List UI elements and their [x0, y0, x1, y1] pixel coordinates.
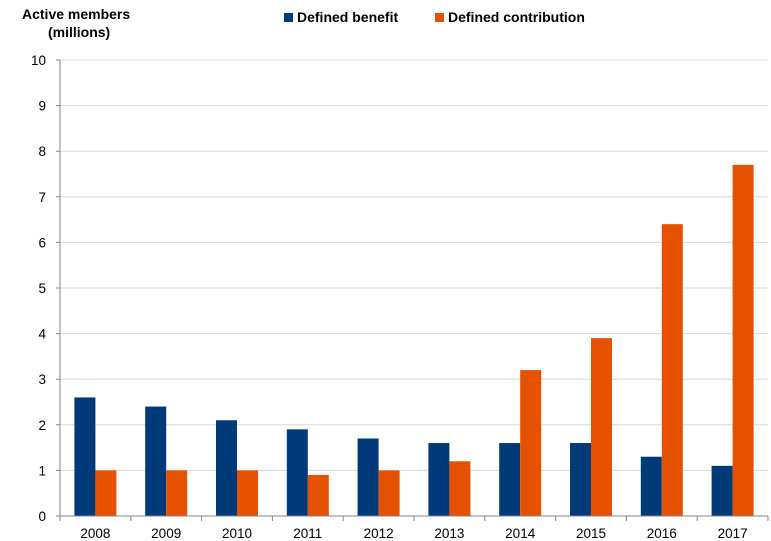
bar-defined-contribution-2015	[591, 338, 612, 516]
bar-defined-benefit-2012	[357, 438, 379, 516]
x-tick-label: 2012	[364, 526, 394, 541]
y-axis-title-line1: Active members	[22, 6, 130, 22]
y-tick-label: 8	[38, 144, 46, 159]
bar-defined-contribution-2009	[166, 470, 188, 516]
x-axis-ticks: 2008 2009 2010 2011 2012 2013 2014 2015 2016 2017	[59, 516, 769, 541]
bar-defined-benefit-2017	[711, 465, 733, 516]
bar-defined-contribution-2016	[661, 224, 683, 516]
y-tick-label: 3	[38, 372, 46, 387]
bar-defined-contribution-2008	[95, 470, 117, 516]
legend-swatch-defined-contribution	[435, 13, 444, 22]
bar-defined-benefit-2014	[499, 443, 521, 516]
x-tick-label: 2016	[647, 526, 677, 541]
y-tick-label: 7	[38, 190, 46, 205]
legend: Defined benefit Defined contribution	[284, 9, 585, 25]
bars	[74, 164, 754, 516]
bar-defined-benefit-2009	[145, 406, 167, 516]
legend-swatch-defined-benefit	[284, 13, 293, 22]
bar-defined-benefit-2010	[216, 420, 237, 516]
legend-label-defined-benefit: Defined benefit	[297, 9, 398, 25]
y-tick-label: 2	[38, 418, 46, 433]
y-axis-title-line2: (millions)	[48, 24, 110, 40]
x-tick-label: 2017	[718, 526, 748, 541]
x-tick-label: 2011	[293, 526, 322, 541]
bar-defined-contribution-2010	[237, 470, 258, 516]
y-tick-label: 4	[38, 327, 46, 342]
gridlines	[60, 59, 768, 471]
bar-defined-contribution-2012	[378, 470, 400, 516]
bar-defined-benefit-2013	[428, 443, 450, 516]
bar-defined-contribution-2011	[307, 474, 329, 516]
x-tick-label: 2008	[80, 526, 110, 541]
bar-defined-benefit-2008	[74, 397, 96, 516]
bar-defined-contribution-2014	[520, 370, 542, 516]
y-tick-label: 9	[38, 99, 46, 114]
bar-defined-benefit-2011	[286, 429, 308, 516]
x-tick-label: 2014	[505, 526, 536, 541]
bar-defined-benefit-2016	[640, 456, 662, 516]
bar-defined-contribution-2017	[732, 164, 754, 516]
y-tick-label: 1	[38, 463, 46, 478]
x-tick-label: 2013	[434, 526, 464, 541]
legend-label-defined-contribution: Defined contribution	[448, 9, 585, 25]
bar-defined-contribution-2013	[449, 461, 471, 516]
y-tick-label: 10	[31, 53, 46, 68]
bar-defined-benefit-2015	[570, 443, 591, 516]
x-tick-label: 2009	[151, 526, 181, 541]
y-tick-label: 6	[38, 235, 46, 250]
y-tick-label: 0	[38, 509, 46, 524]
x-tick-label: 2010	[222, 526, 252, 541]
x-tick-label: 2015	[576, 526, 606, 541]
y-axis-ticks: 0 1 2 3 4 5 6 7 8 9 10	[31, 53, 60, 524]
y-tick-label: 5	[38, 281, 46, 296]
